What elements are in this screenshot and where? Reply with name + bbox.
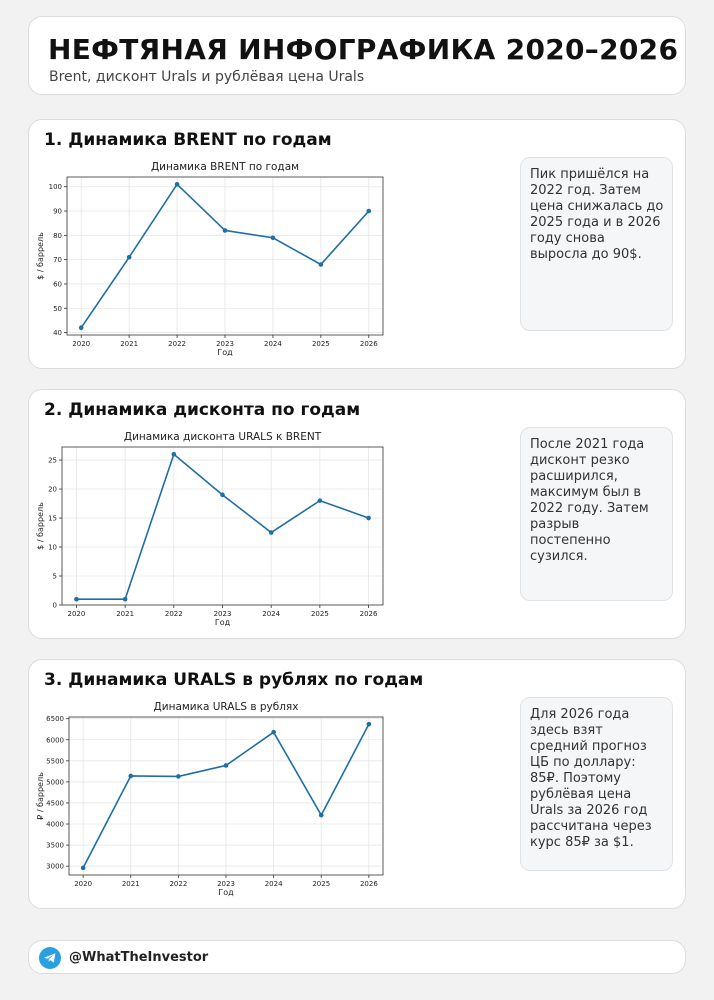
telegram-icon[interactable] [39,947,61,969]
section-discount: 2. Динамика дисконта по годам Динамика д… [28,389,686,639]
x-tick-label: 2025 [312,880,330,888]
channel-handle[interactable]: @WhatTheInvestor [69,950,209,965]
data-point [270,235,276,241]
y-tick-label: 25 [48,457,57,465]
y-tick-label: 3000 [46,863,64,871]
y-tick-label: 90 [53,208,62,216]
data-point [318,262,324,267]
data-point [126,254,132,260]
data-point [222,228,228,233]
section-heading: 3. Динамика URALS в рублях по годам [44,670,424,690]
y-tick-label: 5500 [46,757,64,765]
x-tick-label: 2023 [217,880,235,888]
x-tick-label: 2021 [120,340,138,348]
data-point [318,812,324,818]
data-point [128,773,134,779]
y-tick-label: 4000 [46,821,64,829]
x-tick-label: 2020 [72,340,90,348]
chart-title: Динамика BRENT по годам [151,161,299,173]
x-tick-label: 2023 [216,340,234,348]
data-point [174,181,180,187]
page-title: НЕФТЯНАЯ ИНФОГРАФИКА 2020–2026 [48,33,679,66]
x-tick-label: 2020 [68,610,86,618]
section-note: После 2021 года дисконт резко расширился… [520,427,673,601]
section-note: Пик пришёлся на 2022 год. Затем цена сни… [520,157,673,331]
data-point [223,763,229,768]
x-tick-label: 2026 [360,340,378,348]
section-note: Для 2026 года здесь взят средний прогноз… [520,697,673,871]
y-tick-label: 5 [53,573,57,581]
chart-title: Динамика URALS в рублях [154,701,299,713]
x-tick-label: 2026 [360,880,378,888]
x-tick-label: 2023 [214,610,232,618]
data-point [271,729,276,735]
y-tick-label: 50 [53,305,62,313]
y-tick-label: 6500 [46,715,64,723]
data-point [366,208,372,214]
x-tick-label: 2022 [165,610,183,618]
discount-chart: Динамика дисконта URALS к BRENT051015202… [36,431,384,627]
data-point [366,721,372,727]
x-tick-label: 2020 [74,880,92,888]
chart-title: Динамика дисконта URALS к BRENT [124,431,322,443]
y-tick-label: 80 [53,232,62,240]
x-tick-label: 2022 [169,880,187,888]
brent-chart: Динамика BRENT по годам 40 50 60 70 80 90 100 20… [36,161,384,357]
x-tick-label: 2024 [264,340,282,348]
urals-rub-chart: Динамика URALS в рублях 3000 3500 4000 4500 5… [36,701,384,897]
section-heading: 2. Динамика дисконта по годам [44,400,361,420]
x-axis-label: Год [218,888,234,897]
y-axis-label: $ / баррель [36,232,45,280]
y-tick-label: 10 [48,544,57,552]
y-axis-label: ₽ / баррель [36,772,45,820]
section-urals-rub: 3. Динамика URALS в рублях по годам Дина… [28,659,686,909]
x-tick-label: 2022 [168,340,186,348]
y-tick-label: 100 [49,183,62,191]
y-tick-label: 60 [53,280,62,288]
y-tick-label: 5000 [46,778,64,786]
x-tick-label: 2025 [312,340,330,348]
x-tick-label: 2025 [311,610,329,618]
x-tick-label: 2021 [116,610,134,618]
y-tick-label: 4500 [46,799,64,807]
footer-card: @WhatTheInvestor [28,940,686,974]
data-point [220,492,225,498]
y-tick-label: 15 [48,515,57,523]
y-tick-label: 20 [48,486,57,494]
y-tick-label: 70 [53,256,62,264]
data-point [74,596,79,602]
x-tick-label: 2024 [265,880,283,888]
y-tick-label: 0 [53,602,57,610]
section-heading: 1. Динамика BRENT по годам [44,130,332,150]
x-tick-label: 2021 [122,880,140,888]
data-point [366,515,371,521]
data-point [171,451,177,457]
data-point [176,774,181,779]
data-point [268,530,274,535]
x-axis-label: Год [217,348,233,357]
y-tick-label: 40 [53,329,62,337]
data-point [122,596,128,602]
page-subtitle: Brent, дисконт Urals и рублёвая цена Ura… [49,69,365,85]
header-card: НЕФТЯНАЯ ИНФОГРАФИКА 2020–2026 Brent, ди… [28,16,686,95]
data-point [80,865,86,871]
data-point [317,498,323,503]
x-tick-label: 2024 [262,610,280,618]
y-tick-label: 3500 [46,842,64,850]
x-tick-label: 2026 [360,610,378,618]
x-axis-label: Год [215,618,231,627]
y-tick-label: 6000 [46,736,64,744]
section-brent: 1. Динамика BRENT по годам Динамика BREN… [28,119,686,369]
data-point [78,325,84,331]
y-axis-label: $ / баррель [36,502,45,550]
